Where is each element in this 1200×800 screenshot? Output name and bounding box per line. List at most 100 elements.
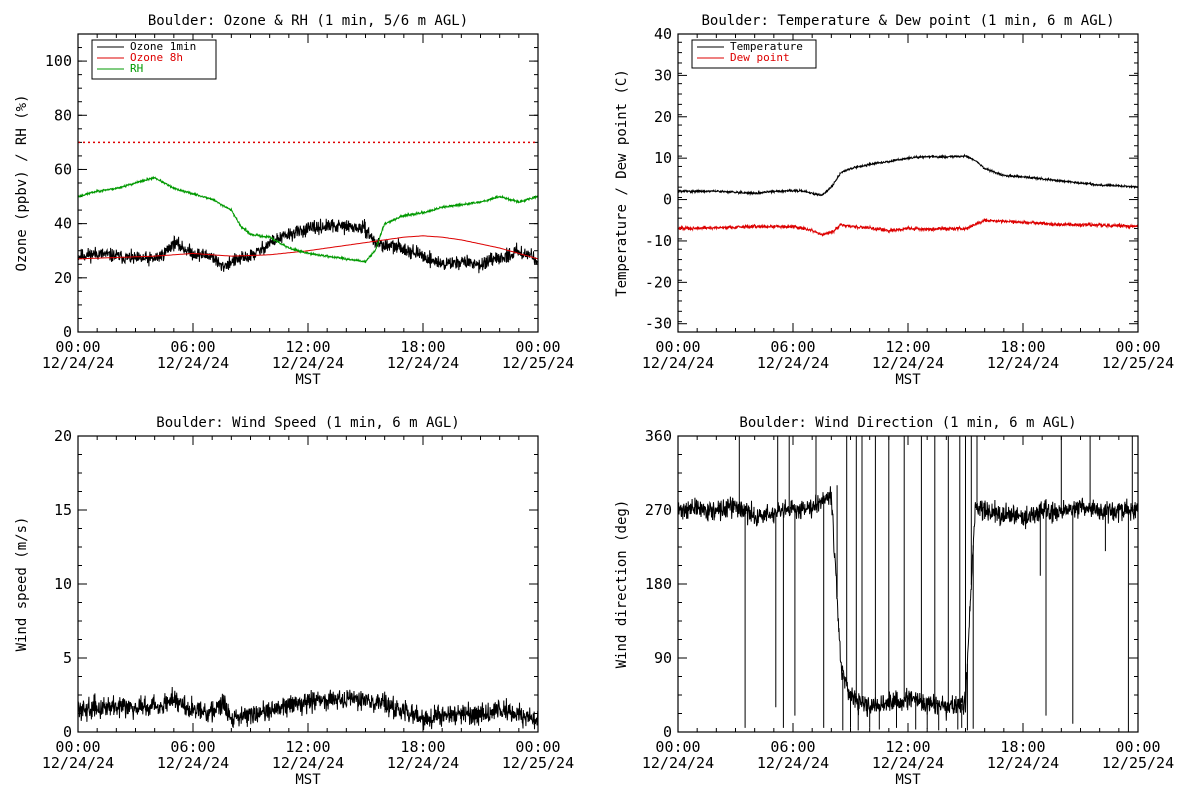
- y-axis-label: Temperature / Dew point (C): [614, 69, 630, 297]
- x-tick-time: 00:00: [515, 738, 560, 756]
- y-tick-label: 60: [54, 160, 72, 178]
- y-tick-label: -10: [645, 232, 672, 250]
- series-line-1: [677, 153, 1139, 197]
- x-tick-time: 06:00: [170, 338, 215, 356]
- x-tick-time: 00:00: [515, 338, 560, 356]
- series-line-1: [77, 686, 539, 731]
- y-tick-label: 180: [645, 575, 672, 593]
- x-tick-time: 06:00: [770, 338, 815, 356]
- x-tick-time: 18:00: [1000, 338, 1045, 356]
- x-axis-label: MST: [895, 372, 921, 388]
- legend-label: Dew point: [730, 51, 790, 64]
- x-tick-date: 12/24/24: [157, 354, 229, 372]
- y-tick-label: 80: [54, 106, 72, 124]
- x-tick-time: 06:00: [170, 738, 215, 756]
- x-tick-time: 18:00: [400, 738, 445, 756]
- y-tick-label: 15: [54, 501, 72, 519]
- legend-label: Ozone 8h: [130, 51, 183, 64]
- y-tick-label: 30: [654, 66, 672, 84]
- y-tick-label: -20: [645, 273, 672, 291]
- series-line-3: [77, 175, 539, 264]
- y-tick-label: 0: [663, 191, 672, 209]
- legend-label: Ozone 1min: [130, 40, 196, 53]
- x-tick-date: 12/24/24: [757, 754, 829, 772]
- x-tick-time: 18:00: [400, 338, 445, 356]
- x-tick-time: 12:00: [285, 338, 330, 356]
- y-tick-label: 20: [654, 108, 672, 126]
- x-tick-time: 00:00: [1115, 738, 1160, 756]
- x-tick-time: 18:00: [1000, 738, 1045, 756]
- x-tick-time: 12:00: [285, 738, 330, 756]
- y-tick-label: 40: [654, 25, 672, 43]
- y-tick-label: 360: [645, 427, 672, 445]
- series-line-2: [738, 436, 1133, 732]
- y-tick-label: 20: [54, 427, 72, 445]
- y-axis-label: Wind direction (deg): [614, 500, 630, 669]
- x-tick-date: 12/24/24: [387, 354, 459, 372]
- x-tick-date: 12/24/24: [872, 354, 944, 372]
- x-tick-date: 12/24/24: [42, 354, 114, 372]
- x-tick-date: 12/24/24: [387, 754, 459, 772]
- panel-2: Boulder: Temperature & Dew point (1 min,…: [614, 13, 1174, 388]
- x-tick-time: 12:00: [885, 738, 930, 756]
- x-tick-date: 12/25/24: [502, 754, 574, 772]
- chart-title: Boulder: Temperature & Dew point (1 min,…: [701, 13, 1114, 29]
- x-axis-label: MST: [895, 772, 921, 788]
- y-tick-label: 100: [45, 52, 72, 70]
- x-axis-label: MST: [295, 772, 321, 788]
- x-tick-time: 00:00: [655, 338, 700, 356]
- x-tick-time: 06:00: [770, 738, 815, 756]
- x-tick-time: 12:00: [885, 338, 930, 356]
- legend-label: Temperature: [730, 40, 803, 53]
- x-tick-date: 12/24/24: [157, 754, 229, 772]
- y-tick-label: 40: [54, 215, 72, 233]
- chart-title: Boulder: Wind Speed (1 min, 6 m AGL): [156, 415, 459, 431]
- plot-frame: [77, 33, 539, 333]
- y-tick-label: -30: [645, 315, 672, 333]
- plot-frame: [677, 435, 1139, 733]
- x-tick-date: 12/24/24: [42, 754, 114, 772]
- y-axis-label: Wind speed (m/s): [14, 517, 30, 652]
- x-tick-date: 12/24/24: [642, 754, 714, 772]
- chart-title: Boulder: Ozone & RH (1 min, 5/6 m AGL): [148, 13, 468, 29]
- legend-box: [691, 39, 817, 69]
- y-tick-label: 20: [54, 269, 72, 287]
- x-tick-date: 12/24/24: [987, 754, 1059, 772]
- x-tick-date: 12/25/24: [1102, 754, 1174, 772]
- chart-title: Boulder: Wind Direction (1 min, 6 m AGL): [739, 415, 1076, 431]
- x-tick-date: 12/25/24: [1102, 354, 1174, 372]
- y-tick-label: 90: [654, 649, 672, 667]
- series-line-1: [677, 486, 1139, 721]
- x-tick-time: 00:00: [655, 738, 700, 756]
- x-tick-date: 12/24/24: [987, 354, 1059, 372]
- x-axis-label: MST: [295, 372, 321, 388]
- series-line-1: [77, 218, 539, 274]
- panel-1: Boulder: Ozone & RH (1 min, 5/6 m AGL) 0 2…: [14, 13, 574, 388]
- plot-frame: [77, 435, 539, 733]
- y-tick-label: 270: [645, 501, 672, 519]
- panel-4: Boulder: Wind Direction (1 min, 6 m AGL)…: [614, 415, 1174, 788]
- x-tick-date: 12/24/24: [272, 354, 344, 372]
- x-tick-time: 00:00: [1115, 338, 1160, 356]
- x-tick-date: 12/24/24: [757, 354, 829, 372]
- y-tick-label: 10: [654, 149, 672, 167]
- x-tick-time: 00:00: [55, 738, 100, 756]
- y-tick-label: 5: [63, 649, 72, 667]
- x-tick-date: 12/24/24: [642, 354, 714, 372]
- y-tick-label: 0: [63, 323, 72, 341]
- series-line-2: [77, 235, 539, 260]
- legend-label: RH: [130, 62, 143, 75]
- x-tick-date: 12/24/24: [872, 754, 944, 772]
- series-line-2: [677, 218, 1139, 237]
- plot-frame: [677, 33, 1139, 333]
- x-tick-time: 00:00: [55, 338, 100, 356]
- x-tick-date: 12/24/24: [272, 754, 344, 772]
- panel-3: Boulder: Wind Speed (1 min, 6 m AGL) 0 5 10…: [14, 415, 574, 788]
- y-tick-label: 0: [663, 723, 672, 741]
- x-tick-date: 12/25/24: [502, 354, 574, 372]
- y-axis-label: Ozone (ppbv) / RH (%): [14, 94, 30, 271]
- y-tick-label: 0: [63, 723, 72, 741]
- y-tick-label: 10: [54, 575, 72, 593]
